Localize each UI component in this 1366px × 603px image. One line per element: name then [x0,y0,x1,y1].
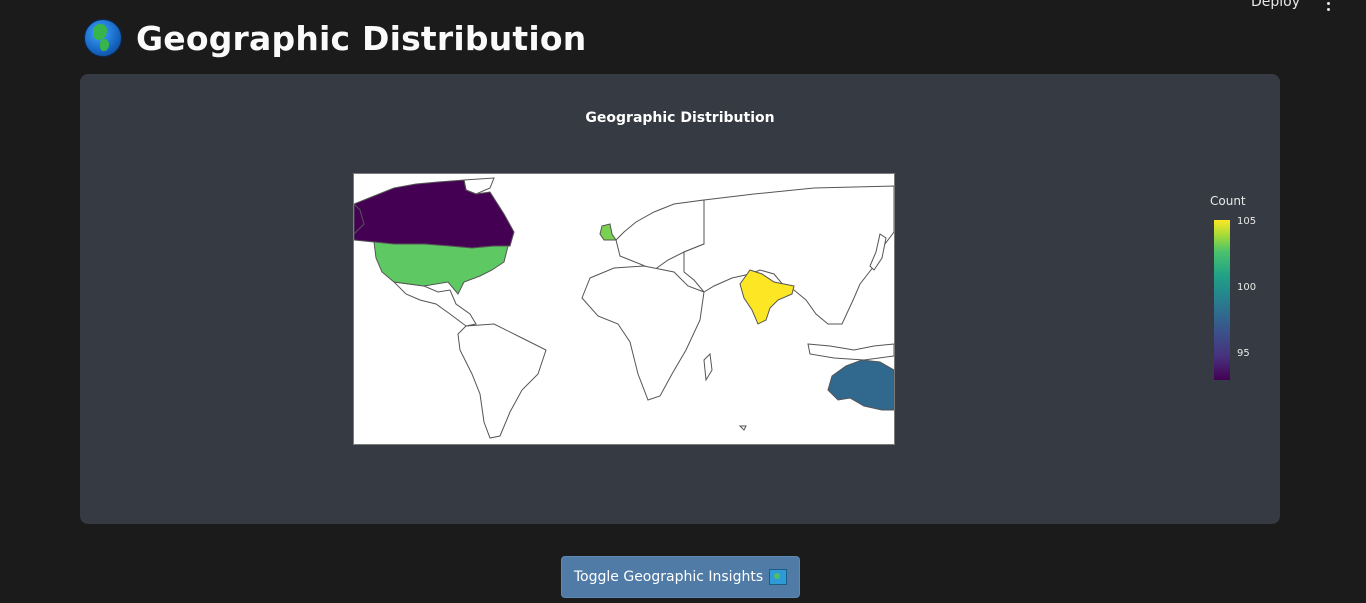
region-canada[interactable] [354,179,515,249]
deploy-button[interactable]: Deploy [1251,0,1300,10]
page-title: Geographic Distribution [136,18,587,58]
map-icon [769,569,788,585]
colorbar-tick-95: 95 [1237,348,1250,359]
world-map-svg [354,177,894,439]
colorbar-gradient [1214,220,1230,380]
region-united-states[interactable] [373,241,509,295]
region-india[interactable] [739,269,795,325]
colorbar-tick-105: 105 [1237,216,1257,227]
land-asia [683,185,894,325]
land-new-zealand [738,425,747,431]
region-united-kingdom[interactable] [599,223,617,241]
land-south-america [457,323,547,439]
globe-icon [84,19,122,57]
toggle-geographic-insights-button[interactable]: Toggle Geographic Insights [561,556,800,598]
top-toolbar: Deploy [1066,0,1366,14]
page-header: Geographic Distribution [84,18,586,58]
region-alaska[interactable] [354,203,365,235]
vertical-ellipsis-icon[interactable] [1320,0,1336,14]
land-madagascar [703,352,713,382]
toggle-label: Toggle Geographic Insights [573,569,764,585]
region-australia[interactable] [827,359,894,411]
colorbar-title: Count [1210,194,1246,208]
choropleth-map[interactable] [353,173,895,445]
land-central-america [392,281,477,327]
base-land [392,177,894,439]
chart-title: Geographic Distribution [585,110,775,126]
land-indonesia [807,343,894,361]
land-africa [581,265,705,401]
chart-card: Geographic Distribution [80,74,1280,524]
colorbar-tick-100: 100 [1237,282,1257,293]
land-japan [869,233,887,271]
colorbar: Count 105 100 95 [1210,194,1256,380]
